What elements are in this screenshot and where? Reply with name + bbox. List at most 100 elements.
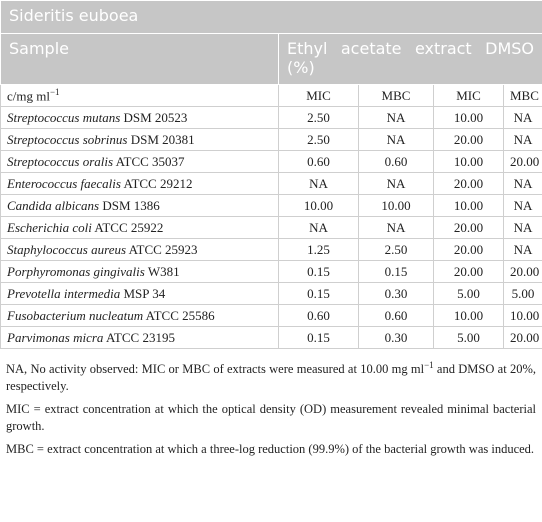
- species: Streptococcus mutans: [7, 109, 121, 125]
- value-cell: 0.15: [278, 260, 359, 283]
- table-body: c/mg ml−1 MIC MBC MIC MBC Streptococcus mut…: [0, 84, 542, 349]
- value-cell: 5.00: [433, 326, 504, 349]
- species: Streptococcus sobrinus: [7, 131, 128, 147]
- subheader: MIC: [278, 84, 359, 107]
- strain: W381: [147, 263, 180, 279]
- value-cell: NA: [502, 106, 542, 129]
- value-cell: 2.50: [278, 128, 359, 151]
- value-cell: 2.50: [278, 106, 359, 129]
- value-cell: 20.00: [433, 128, 504, 151]
- table-row: Streptococcus mutans DSM 20523 2.50 NA 10.0…: [0, 106, 542, 129]
- value-cell: 10.00: [502, 304, 542, 327]
- species: Parvimonas micra: [7, 329, 104, 345]
- value-cell: NA: [502, 238, 542, 261]
- strain: DSM 20381: [130, 131, 195, 147]
- value-cell: 0.60: [278, 150, 359, 173]
- table-row: Prevotella intermedia MSP 34 0.15 0.30 5.00…: [0, 282, 542, 305]
- value-cell: 20.00: [433, 260, 504, 283]
- subheader: MIC: [433, 84, 504, 107]
- table-row: Candida albicans DSM 1386 10.00 10.00 10.00…: [0, 194, 542, 217]
- value-cell: 0.15: [278, 326, 359, 349]
- data-table: Sideritis euboea Sample Ethyl acetate ex…: [0, 0, 542, 349]
- value-cell: NA: [358, 172, 434, 195]
- value-cell: 0.30: [358, 326, 434, 349]
- species: Streptococcus oralis: [7, 153, 114, 169]
- table-row: Fusobacterium nucleatum ATCC 25586 0.60 0.…: [0, 304, 542, 327]
- table-title: Sideritis euboea: [0, 0, 542, 34]
- value-cell: 0.15: [278, 282, 359, 305]
- sample-cell: Prevotella intermedia MSP 34: [0, 282, 279, 305]
- strain: ATCC 23195: [105, 329, 175, 345]
- value-cell: 10.00: [278, 194, 359, 217]
- table-row: Parvimonas micra ATCC 23195 0.15 0.30 5.00 2…: [0, 326, 542, 349]
- value-cell: 0.60: [358, 304, 434, 327]
- unit: c/mg ml: [7, 88, 50, 104]
- value-cell: 10.00: [433, 150, 504, 173]
- value-cell: 0.60: [358, 150, 434, 173]
- footnote: NA, No activity observed: MIC or MBC of …: [6, 357, 536, 395]
- value-cell: 0.30: [358, 282, 434, 305]
- subheader: MBC: [358, 84, 434, 107]
- sample-cell: Escherichia coli ATCC 25922: [0, 216, 279, 239]
- value-cell: NA: [358, 216, 434, 239]
- value-cell: 10.00: [358, 194, 434, 217]
- value-cell: 20.00: [502, 150, 542, 173]
- value-cell: NA: [502, 216, 542, 239]
- value-cell: 0.60: [278, 304, 359, 327]
- footnote-exponent: −1: [424, 360, 434, 370]
- value-cell: 5.00: [433, 282, 504, 305]
- sample-cell: Streptococcus sobrinus DSM 20381: [0, 128, 279, 151]
- sample-cell: Staphylococcus aureus ATCC 25923: [0, 238, 279, 261]
- header-extract: Ethyl acetate extract DMSO (%): [277, 33, 542, 85]
- species: Porphyromonas gingivalis: [7, 263, 145, 279]
- strain: ATCC 35037: [115, 153, 185, 169]
- value-cell: NA: [358, 128, 434, 151]
- value-cell: 1.25: [278, 238, 359, 261]
- species: Candida albicans: [7, 197, 100, 213]
- footnote-text: and DMSO at 20%, respectively.: [6, 362, 536, 394]
- unit-cell: c/mg ml−1: [0, 84, 279, 107]
- species: Fusobacterium nucleatum: [7, 307, 144, 323]
- value-cell: 0.15: [358, 260, 434, 283]
- strain: DSM 1386: [102, 197, 160, 213]
- title-row: Sideritis euboea: [0, 0, 542, 34]
- strain: ATCC 25586: [145, 307, 215, 323]
- value-cell: NA: [358, 106, 434, 129]
- unit-exponent: −1: [49, 86, 60, 97]
- value-cell: NA: [502, 194, 542, 217]
- species: Escherichia coli: [7, 219, 92, 235]
- value-cell: NA: [278, 216, 359, 239]
- footnote-text: NA, No activity observed: MIC or MBC of …: [6, 362, 425, 377]
- strain: MSP 34: [123, 285, 166, 301]
- value-cell: 20.00: [433, 172, 504, 195]
- value-cell: NA: [502, 172, 542, 195]
- strain: ATCC 25923: [128, 241, 198, 257]
- value-cell: 20.00: [433, 238, 504, 261]
- value-cell: 10.00: [433, 194, 504, 217]
- table-row: Escherichia coli ATCC 25922 NA NA 20.00 NA: [0, 216, 542, 239]
- subheader: MBC: [502, 84, 542, 107]
- species: Enterococcus faecalis: [7, 175, 121, 191]
- footnotes: NA, No activity observed: MIC or MBC of …: [0, 349, 542, 458]
- sample-cell: Parvimonas micra ATCC 23195: [0, 326, 279, 349]
- table-row: Porphyromonas gingivalis W381 0.15 0.15 20.…: [0, 260, 542, 283]
- header-row: Sample Ethyl acetate extract DMSO (%): [0, 33, 542, 85]
- footnote: MBC = extract concentration at which a t…: [6, 442, 535, 457]
- sample-cell: Streptococcus mutans DSM 20523: [0, 106, 279, 129]
- species: Staphylococcus aureus: [7, 241, 127, 257]
- sample-cell: Fusobacterium nucleatum ATCC 25586: [0, 304, 279, 327]
- sample-cell: Streptococcus oralis ATCC 35037: [0, 150, 279, 173]
- footnote: MIC = extract concentration at which the…: [6, 402, 536, 434]
- table-row: Streptococcus sobrinus DSM 20381 2.50 NA 20…: [0, 128, 542, 151]
- sample-cell: Enterococcus faecalis ATCC 29212: [0, 172, 279, 195]
- strain: ATCC 25922: [94, 219, 164, 235]
- header-sample: Sample: [0, 33, 279, 85]
- value-cell: NA: [502, 128, 542, 151]
- value-cell: 2.50: [358, 238, 434, 261]
- table-row: Staphylococcus aureus ATCC 25923 1.25 2.50…: [0, 238, 542, 261]
- species: Prevotella intermedia: [7, 285, 121, 301]
- value-cell: 5.00: [502, 282, 542, 305]
- table-row: Streptococcus oralis ATCC 35037 0.60 0.60 1…: [0, 150, 542, 173]
- value-cell: 10.00: [433, 106, 504, 129]
